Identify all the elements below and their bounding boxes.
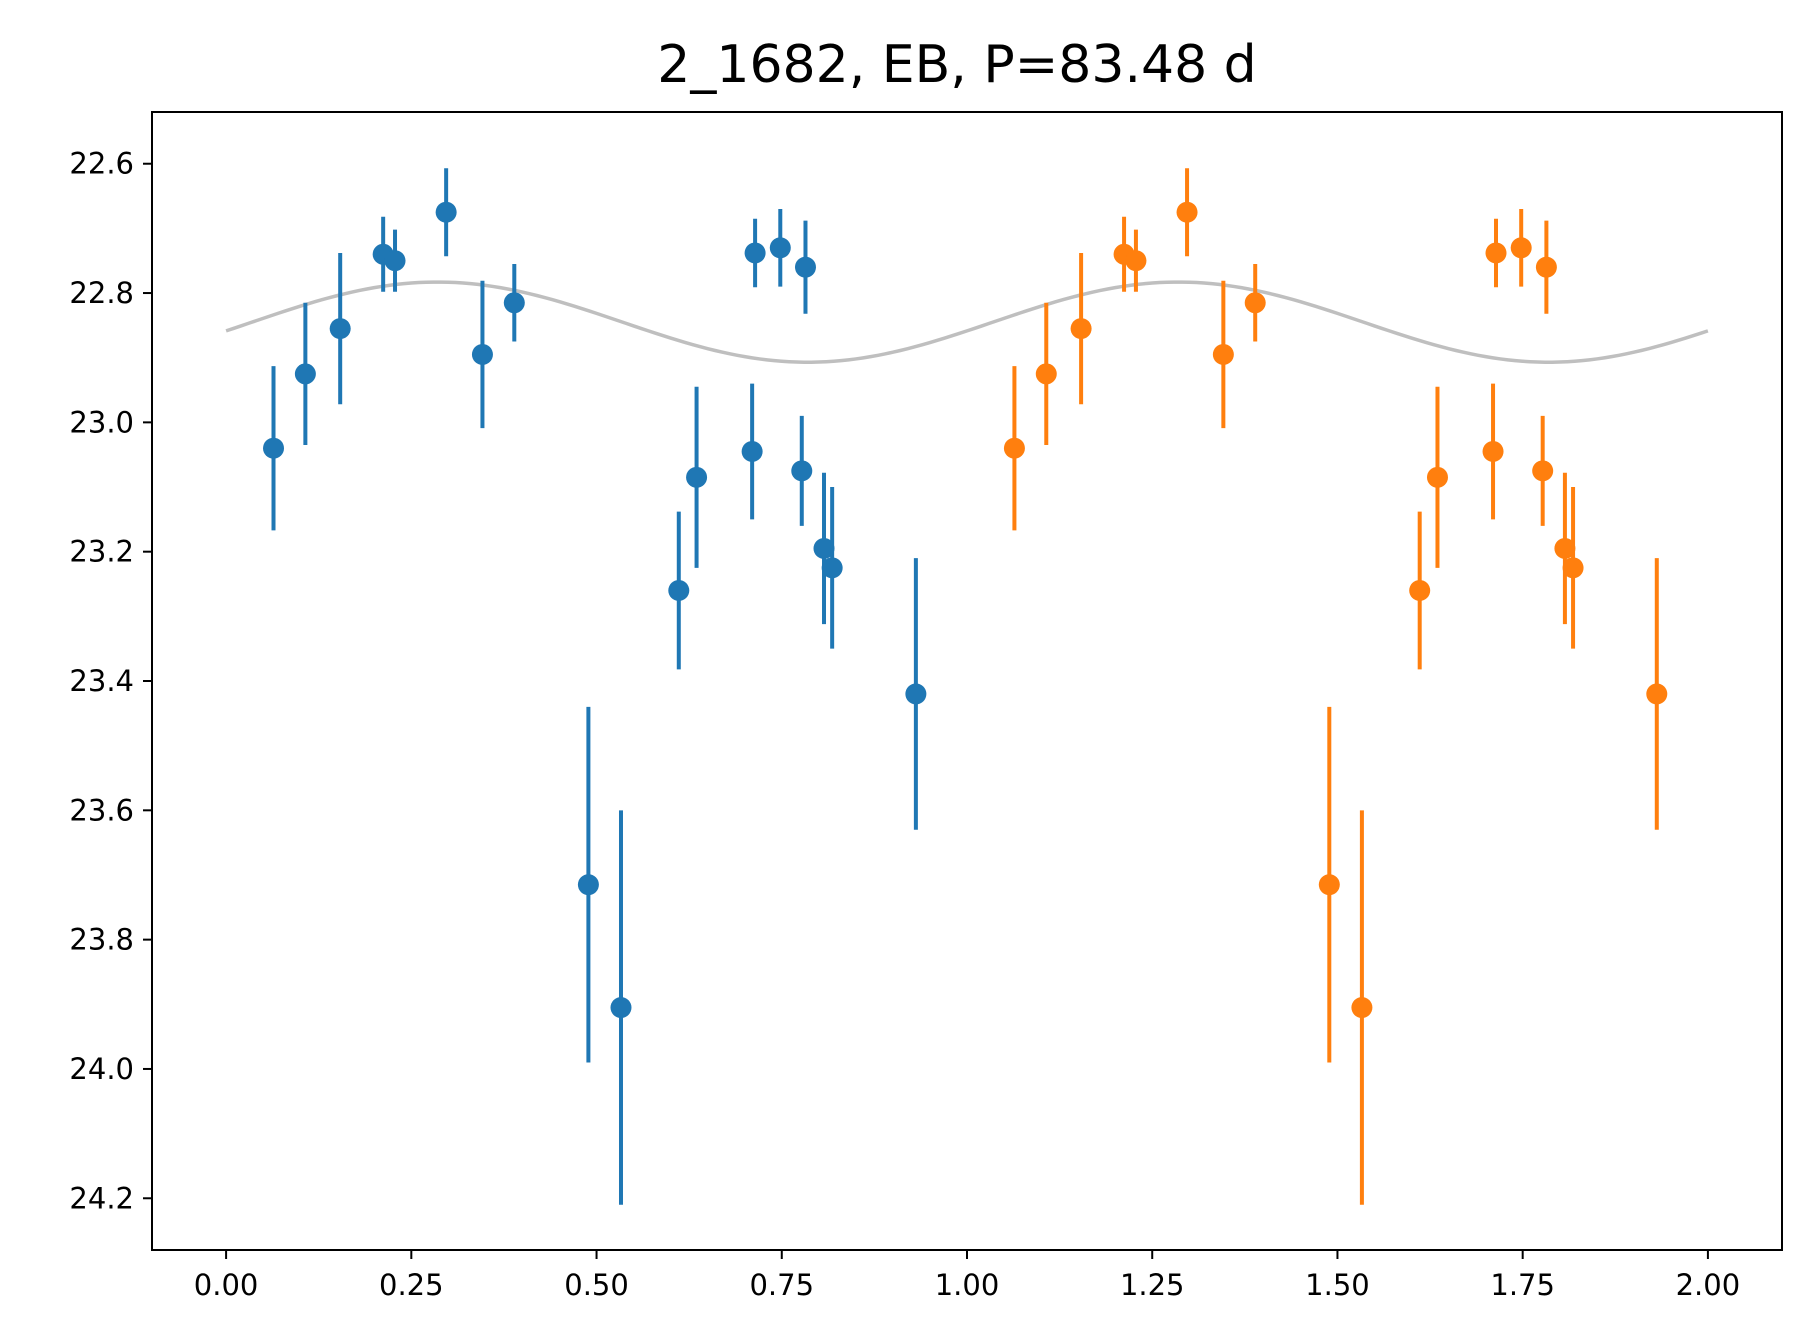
- data-point: [813, 537, 835, 559]
- data-point: [1125, 250, 1147, 272]
- data-point: [905, 683, 927, 705]
- model-curve: [225, 280, 1709, 364]
- data-point: [821, 557, 843, 579]
- data-point: [1562, 557, 1584, 579]
- chart-title: 2_1682, EB, P=83.48 d: [657, 35, 1256, 95]
- data-point: [1532, 460, 1554, 482]
- x-tick-label: 0.75: [749, 1268, 814, 1302]
- x-tick-label: 1.50: [1305, 1268, 1370, 1302]
- x-tick-label: 0.50: [564, 1268, 629, 1302]
- data-point: [1176, 201, 1198, 223]
- x-tick-label: 0.00: [194, 1268, 259, 1302]
- data-point: [577, 874, 599, 896]
- x-tick-label: 2.00: [1676, 1268, 1741, 1302]
- y-tick-label: 23.4: [69, 664, 134, 698]
- data-point: [329, 318, 351, 340]
- data-point: [794, 256, 816, 278]
- y-tick-label: 23.0: [69, 405, 134, 439]
- data-point: [1318, 874, 1340, 896]
- axes: 0.00 0.25 0.50 0.75 1.00 1.25 1.50 1.75 2.00 22.6…: [69, 111, 1783, 1302]
- data-point: [384, 250, 406, 272]
- data-point: [471, 343, 493, 365]
- series-cycle-1: [263, 168, 927, 1205]
- data-point: [1554, 537, 1576, 559]
- x-tick-label: 1.75: [1490, 1268, 1555, 1302]
- data-point: [668, 579, 690, 601]
- x-tick-label: 1.00: [935, 1268, 1000, 1302]
- data-point: [791, 460, 813, 482]
- y-tick-label: 23.6: [69, 793, 134, 827]
- data-point: [1003, 437, 1025, 459]
- data-point: [1426, 466, 1448, 488]
- y-tick-label: 24.0: [69, 1052, 134, 1086]
- data-point: [1351, 997, 1373, 1019]
- data-point: [1070, 318, 1092, 340]
- x-tick-label: 0.25: [379, 1268, 444, 1302]
- data-point: [1535, 256, 1557, 278]
- data-point: [1646, 683, 1668, 705]
- data-point: [294, 363, 316, 385]
- data-point: [263, 437, 285, 459]
- data-point: [1409, 579, 1431, 601]
- data-point: [1035, 363, 1057, 385]
- y-tick-label: 23.2: [69, 535, 134, 569]
- data-point: [1212, 343, 1234, 365]
- data-point: [1485, 242, 1507, 264]
- data-point: [435, 201, 457, 223]
- plot-area: [225, 168, 1709, 1205]
- data-point: [686, 466, 708, 488]
- data-point: [1482, 440, 1504, 462]
- series-cycle-2: [1003, 168, 1668, 1205]
- data-point: [741, 440, 763, 462]
- y-tick-label: 24.2: [69, 1181, 134, 1215]
- y-tick-label: 22.8: [69, 276, 134, 310]
- data-point: [610, 997, 632, 1019]
- data-point: [1244, 292, 1266, 314]
- data-point: [503, 292, 525, 314]
- data-point: [769, 237, 791, 259]
- x-tick-label: 1.25: [1120, 1268, 1185, 1302]
- data-point: [1510, 237, 1532, 259]
- y-tick-label: 22.6: [69, 147, 134, 181]
- y-tick-label: 23.8: [69, 923, 134, 957]
- data-point: [744, 242, 766, 264]
